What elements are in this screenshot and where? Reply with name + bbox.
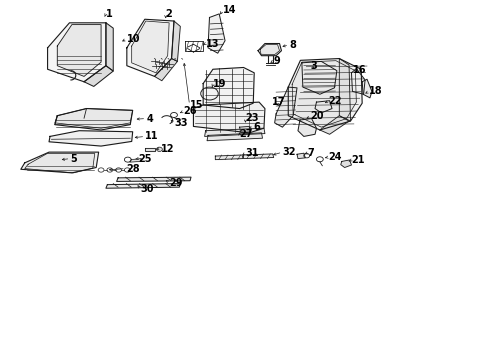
Polygon shape xyxy=(339,59,350,121)
Polygon shape xyxy=(106,184,180,188)
Polygon shape xyxy=(297,118,316,136)
Polygon shape xyxy=(55,109,132,130)
Polygon shape xyxy=(131,21,169,73)
Polygon shape xyxy=(274,87,296,127)
Polygon shape xyxy=(21,152,99,173)
Polygon shape xyxy=(362,79,371,98)
Polygon shape xyxy=(106,23,113,71)
Polygon shape xyxy=(206,133,262,141)
Polygon shape xyxy=(215,155,243,159)
Text: 13: 13 xyxy=(205,39,219,49)
Polygon shape xyxy=(296,153,305,158)
Polygon shape xyxy=(144,148,154,151)
Polygon shape xyxy=(84,66,113,86)
Text: 9: 9 xyxy=(273,56,280,66)
Polygon shape xyxy=(25,154,95,173)
Text: 1: 1 xyxy=(106,9,112,19)
Polygon shape xyxy=(116,177,191,181)
Polygon shape xyxy=(314,101,331,113)
Text: 17: 17 xyxy=(271,97,285,107)
Polygon shape xyxy=(340,160,351,167)
Polygon shape xyxy=(243,154,273,158)
Text: 8: 8 xyxy=(288,40,296,50)
Polygon shape xyxy=(193,102,264,133)
Text: 18: 18 xyxy=(368,86,382,96)
Polygon shape xyxy=(239,126,250,132)
Polygon shape xyxy=(126,19,174,76)
Polygon shape xyxy=(129,158,141,162)
Polygon shape xyxy=(351,68,365,94)
Polygon shape xyxy=(207,14,224,53)
Polygon shape xyxy=(49,131,132,146)
Polygon shape xyxy=(319,116,348,134)
Text: 27: 27 xyxy=(239,129,253,139)
Text: 29: 29 xyxy=(169,178,182,188)
Text: 22: 22 xyxy=(327,96,341,107)
Text: 5: 5 xyxy=(70,154,77,163)
Circle shape xyxy=(156,147,162,152)
Text: 28: 28 xyxy=(125,163,139,174)
Text: 10: 10 xyxy=(126,34,140,44)
Polygon shape xyxy=(57,24,101,76)
Text: 6: 6 xyxy=(253,122,260,132)
Text: 26: 26 xyxy=(183,107,196,116)
Text: 20: 20 xyxy=(310,111,324,121)
Polygon shape xyxy=(154,59,177,81)
Text: 30: 30 xyxy=(140,184,153,194)
Polygon shape xyxy=(55,109,132,128)
Polygon shape xyxy=(203,67,254,109)
Text: 14: 14 xyxy=(222,5,236,15)
Polygon shape xyxy=(171,21,180,62)
Text: 2: 2 xyxy=(165,9,172,19)
Text: 16: 16 xyxy=(353,65,366,75)
Polygon shape xyxy=(258,44,281,56)
Text: 19: 19 xyxy=(213,78,226,89)
Text: 23: 23 xyxy=(245,113,259,123)
Polygon shape xyxy=(287,59,362,130)
Text: 12: 12 xyxy=(161,144,174,154)
Polygon shape xyxy=(47,23,106,82)
Text: 25: 25 xyxy=(138,154,152,163)
Polygon shape xyxy=(204,128,264,136)
Text: 33: 33 xyxy=(174,118,187,128)
Polygon shape xyxy=(291,61,356,127)
Text: 7: 7 xyxy=(307,148,314,158)
Polygon shape xyxy=(260,45,279,55)
Text: 3: 3 xyxy=(310,62,317,71)
Text: 32: 32 xyxy=(282,147,295,157)
Text: 21: 21 xyxy=(351,155,364,165)
Polygon shape xyxy=(301,62,336,94)
Text: 4: 4 xyxy=(146,113,153,123)
Text: 24: 24 xyxy=(327,152,341,162)
Text: 15: 15 xyxy=(189,100,203,110)
Text: 11: 11 xyxy=(145,131,159,141)
Text: 31: 31 xyxy=(245,148,259,158)
